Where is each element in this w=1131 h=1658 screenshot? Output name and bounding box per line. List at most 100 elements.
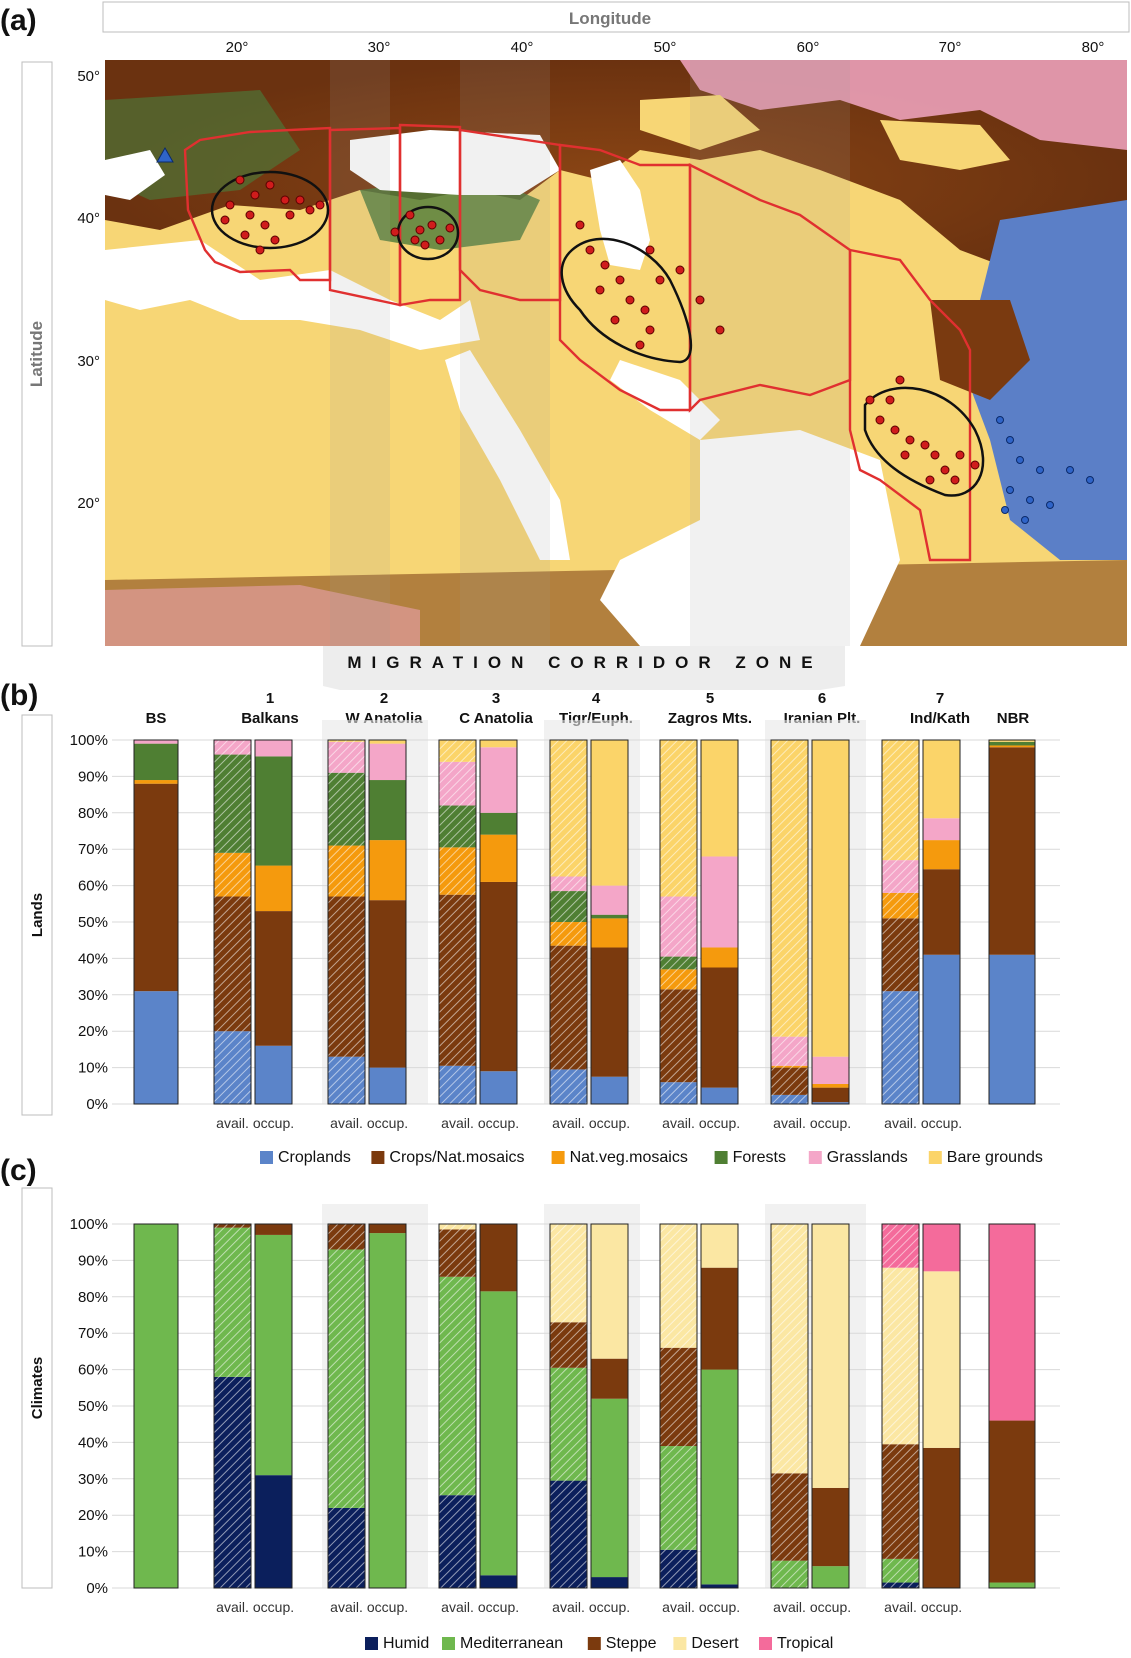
bar-segment (369, 780, 406, 841)
legend-label: Tropical (777, 1635, 833, 1652)
legend-label: Humid (383, 1635, 429, 1652)
latitude-ticks: 50° 40° 30° 20° (77, 68, 100, 512)
occup-label: occup. (810, 1599, 851, 1615)
bar-segment (591, 914, 628, 919)
bar-segment (812, 1224, 849, 1488)
bar-segment-hatch (882, 991, 919, 1104)
bar-segment-hatch (328, 772, 365, 846)
site-point (625, 295, 635, 305)
bar-segment (701, 1584, 738, 1588)
bar-segment-hatch (214, 754, 251, 853)
lat-tick: 40° (77, 210, 100, 227)
lat-tick: 50° (77, 68, 100, 85)
bar-segment-hatch (882, 1267, 919, 1445)
bar-outline (368, 1223, 407, 1589)
outline-ind-kath (848, 248, 972, 562)
bar-segment-hatch (660, 740, 697, 897)
bar-segment-hatch (882, 1444, 919, 1559)
bar-outline (770, 1223, 809, 1589)
avail-label: avail. (216, 1115, 249, 1131)
bar-segment-hatch (882, 1582, 919, 1588)
bar-segment-hatch (660, 969, 697, 990)
site-point (930, 450, 940, 460)
avail-label: avail. (662, 1599, 695, 1615)
arabian-sea (600, 430, 900, 646)
avail-label: avail. (552, 1599, 585, 1615)
y-tick-label: 70% (78, 1325, 108, 1342)
bar-outline (700, 1223, 739, 1589)
bar-outline (811, 739, 850, 1105)
site-point (875, 415, 885, 425)
legend-label: Desert (691, 1635, 739, 1652)
site-point-blue (1006, 486, 1014, 494)
bar-segment-hatch (328, 1507, 365, 1588)
bar-segment-hatch (550, 922, 587, 946)
avail-label: avail. (662, 1115, 695, 1131)
y-tick-label: 10% (78, 1060, 108, 1077)
site-point (715, 325, 725, 335)
site-point-blue (1026, 496, 1034, 504)
legend-swatch (442, 1637, 455, 1650)
site-point (675, 265, 685, 275)
bar-outline (881, 1223, 920, 1589)
site-point (265, 180, 275, 190)
bar-segment-hatch (771, 1094, 808, 1104)
site-point-blue (1016, 456, 1024, 464)
bar-segment (369, 1067, 406, 1104)
site-point (600, 260, 610, 270)
lon-tick: 70° (939, 39, 962, 56)
site-point (260, 220, 270, 230)
bar-segment (255, 1234, 292, 1476)
region-number: 1 (266, 690, 274, 707)
corridor-band (323, 646, 845, 690)
bar-segment (701, 947, 738, 968)
lands-axis-label: Lands (29, 893, 46, 937)
region-name: Zagros Mts. (668, 710, 752, 727)
bar-segment (255, 911, 292, 1046)
bar-outline (922, 739, 961, 1105)
site-point (315, 200, 325, 210)
bar-segment (701, 740, 738, 857)
climates-axis-label: Climates (29, 1357, 46, 1420)
site-point (240, 230, 250, 240)
site-point (970, 460, 980, 470)
bar-segment (134, 1224, 178, 1588)
site-point (445, 223, 455, 233)
bar-segment (591, 1398, 628, 1578)
outline-balkans (183, 126, 332, 282)
region-number: 4 (592, 690, 601, 707)
bar-segment (701, 967, 738, 1088)
lat-tick: 20° (77, 495, 100, 512)
region-number: 3 (492, 690, 500, 707)
y-tick-label: 40% (78, 950, 108, 967)
site-point-blue (1021, 516, 1029, 524)
site-point (405, 210, 415, 220)
y-tick-label: 0% (86, 1096, 108, 1113)
occup-label: occup. (921, 1599, 962, 1615)
lon-tick: 60° (797, 39, 820, 56)
bar-outline (368, 739, 407, 1105)
bar-segment (480, 740, 517, 748)
y-tick-label: 50% (78, 914, 108, 931)
bar-segment-hatch (439, 847, 476, 895)
bar-outline (254, 1223, 293, 1589)
lon-tick: 20° (226, 39, 249, 56)
bar-segment-hatch (328, 845, 365, 897)
bar-segment-hatch (771, 1065, 808, 1068)
occup-label: occup. (367, 1115, 408, 1131)
bar-segment (134, 991, 178, 1104)
bar-segment (923, 1224, 960, 1272)
bar-segment-hatch (328, 1056, 365, 1104)
red-sea (445, 350, 570, 560)
bar-segment-hatch (771, 1067, 808, 1095)
bar-segment-hatch (439, 805, 476, 848)
site-point-blue (1046, 501, 1054, 509)
longitude-axis-box (102, 1, 1130, 33)
site-point (940, 465, 950, 475)
lon-tick: 30° (368, 39, 391, 56)
corridor-strip-2 (330, 60, 390, 646)
bar-segment (255, 1475, 292, 1588)
bar-segment-hatch (660, 989, 697, 1083)
y-tick-label: 100% (70, 732, 108, 749)
